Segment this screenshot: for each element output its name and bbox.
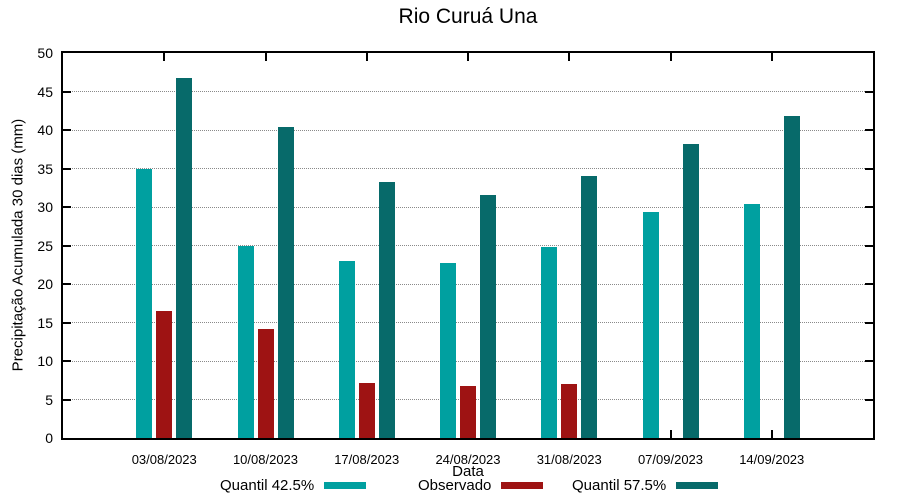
y-axis-tick [63, 206, 71, 208]
bar-quantil-57.5- [581, 176, 598, 438]
legend-swatch [324, 481, 367, 489]
y-axis-tick [865, 283, 873, 285]
y-axis-tick [63, 283, 71, 285]
x-tick-label: 24/08/2023 [435, 452, 501, 467]
bar-quantil-57.5- [480, 195, 496, 438]
y-tick-label: 10 [37, 353, 53, 369]
y-tick-label: 45 [37, 83, 53, 100]
bar-quantil-42.5- [338, 260, 355, 438]
y-axis-tick [865, 90, 873, 93]
y-axis-tick [865, 167, 873, 170]
y-tick-label: 25 [37, 237, 53, 254]
y-tick-label: 50 [37, 45, 53, 61]
x-tick-label: 31/08/2023 [536, 452, 602, 467]
bar-quantil-42.5- [136, 169, 153, 438]
legend-swatch [501, 481, 544, 489]
bar-observado [358, 382, 375, 438]
x-axis-tick [365, 53, 368, 61]
bar-quantil-42.5- [541, 247, 558, 438]
bar-quantil-57.5- [682, 143, 699, 438]
bar-quantil-42.5- [440, 263, 456, 438]
y-tick-label: 0 [45, 430, 53, 446]
legend-label: Quantil 57.5% [572, 476, 667, 494]
x-axis-tick [669, 53, 672, 61]
y-axis-tick [63, 321, 71, 324]
x-tick-label: 03/08/2023 [131, 452, 197, 467]
legend-label: Quantil 42.5% [220, 476, 315, 494]
y-axis-tick [63, 244, 71, 247]
gridline [63, 322, 873, 323]
gridline [63, 360, 873, 362]
y-tick-label: 20 [37, 276, 53, 292]
x-tick-label: 07/09/2023 [637, 452, 704, 467]
bar-observado [156, 310, 173, 438]
y-tick-label: 40 [37, 122, 53, 138]
y-axis-tick [63, 129, 71, 131]
bar-quantil-42.5- [237, 245, 254, 438]
x-axis-tick [669, 430, 672, 438]
bar-quantil-57.5- [378, 181, 395, 438]
legend-item: Quantil 57.5% [572, 476, 719, 494]
y-axis-tick [63, 398, 71, 401]
y-tick-label: 15 [37, 314, 53, 331]
gridline [63, 129, 873, 131]
y-axis-tick [63, 90, 71, 93]
bar-observado [257, 328, 274, 438]
y-axis-tick [63, 360, 71, 362]
x-axis-tick [568, 53, 571, 61]
gridline [63, 206, 873, 208]
y-axis-tick [865, 398, 873, 401]
plot-area [61, 51, 875, 440]
y-tick-label: 30 [37, 199, 53, 215]
legend-item: Observado [418, 476, 544, 494]
y-axis-tick [865, 321, 873, 324]
bar-quantil-57.5- [277, 126, 294, 438]
legend-swatch [676, 481, 719, 489]
y-axis-tick [865, 129, 873, 131]
x-axis-tick [467, 53, 469, 61]
gridline [63, 91, 873, 92]
bar-quantil-42.5- [642, 212, 659, 438]
x-tick-label: 17/08/2023 [334, 452, 400, 467]
x-axis-label: Data [452, 463, 484, 480]
y-axis-tick [865, 244, 873, 247]
x-axis-tick [770, 53, 773, 61]
bar-quantil-42.5- [743, 203, 760, 438]
chart-title: Rio Curuá Una [398, 5, 538, 28]
y-tick-label: 35 [37, 160, 53, 177]
gridline [63, 283, 873, 285]
x-axis-tick [163, 53, 166, 61]
x-axis-tick [770, 430, 773, 438]
y-tick-label: 5 [45, 391, 53, 408]
gridline [63, 168, 873, 169]
legend-label: Observado [418, 476, 492, 494]
bar-observado [561, 384, 578, 438]
bar-observado [460, 385, 476, 438]
gridline [63, 245, 873, 246]
x-tick-label: 10/08/2023 [232, 452, 299, 467]
y-axis-tick [865, 360, 873, 362]
y-axis-tick [865, 206, 873, 208]
x-tick-label: 14/09/2023 [739, 452, 805, 467]
x-axis-tick [264, 53, 267, 61]
bar-quantil-57.5- [783, 116, 800, 438]
bar-quantil-57.5- [176, 77, 193, 438]
legend-item: Quantil 42.5% [220, 476, 367, 494]
y-axis-tick [63, 167, 71, 170]
